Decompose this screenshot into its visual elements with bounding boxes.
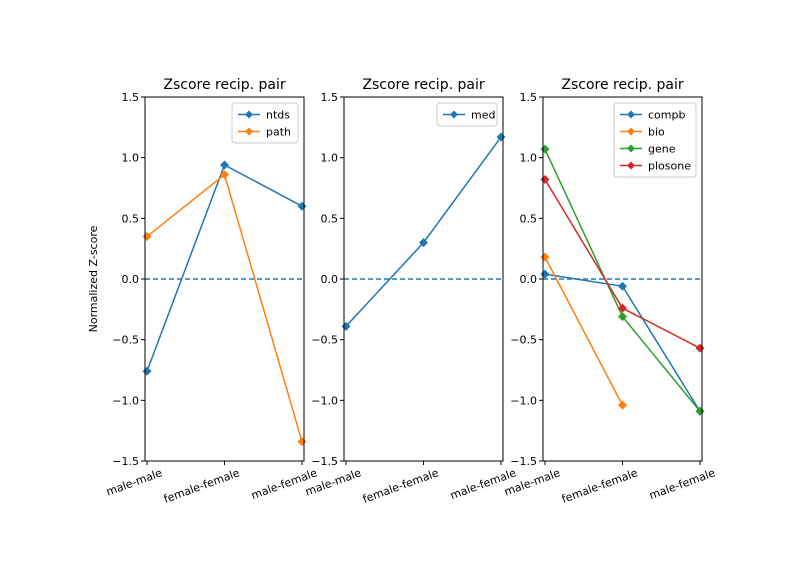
legend-marker-ntds bbox=[245, 110, 253, 119]
y-tick-label: 1.0 bbox=[122, 152, 140, 165]
data-point-med bbox=[419, 238, 428, 248]
y-tick-label: −1.0 bbox=[112, 394, 139, 407]
y-tick-label: 1.5 bbox=[321, 91, 339, 104]
legend: med bbox=[436, 102, 498, 127]
legend-marker-med bbox=[450, 110, 458, 119]
axes-frame bbox=[144, 96, 305, 462]
series-line-compb bbox=[544, 273, 701, 412]
y-tick-label: 1.0 bbox=[520, 152, 538, 165]
axes-frame bbox=[343, 96, 504, 462]
series-path bbox=[142, 170, 307, 447]
y-tick-label: 1.5 bbox=[520, 91, 538, 104]
y-tick-label: −0.5 bbox=[510, 334, 537, 347]
data-point-plosone bbox=[695, 343, 705, 353]
subplot-title: Zscore recip. pair bbox=[163, 77, 285, 93]
x-tick-label: male-male bbox=[104, 466, 164, 498]
axes-frame bbox=[542, 96, 703, 462]
data-point-ntds bbox=[220, 160, 229, 170]
y-tick-label: 0.0 bbox=[520, 273, 538, 286]
y-tick-label: −1.5 bbox=[112, 455, 139, 468]
data-point-bio bbox=[618, 400, 627, 410]
data-point-ntds bbox=[297, 201, 307, 211]
subplot-3: Zscore recip. pair −1.5 −1.0 −0.5 0.0 0.5 1.0 1… bbox=[502, 77, 717, 506]
y-tick-label: −1.0 bbox=[510, 394, 537, 407]
y-tick-label: −1.5 bbox=[311, 455, 338, 468]
x-tick-label: female-female bbox=[162, 466, 242, 506]
y-tick-label: −0.5 bbox=[112, 334, 139, 347]
series-line-med bbox=[345, 136, 502, 327]
series-plosone bbox=[540, 175, 705, 353]
legend-marker-compb bbox=[627, 110, 635, 119]
legend-box bbox=[613, 102, 697, 178]
series-med bbox=[341, 132, 506, 331]
y-tick-label: 0.5 bbox=[122, 212, 140, 225]
legend-label-path: path bbox=[266, 126, 291, 139]
data-point-bio bbox=[540, 252, 550, 262]
legend-marker-bio bbox=[627, 127, 635, 136]
data-point-ntds bbox=[142, 366, 152, 376]
series-compb bbox=[540, 269, 705, 416]
y-tick-label: 0.0 bbox=[122, 273, 140, 286]
y-tick-label: 1.0 bbox=[321, 152, 339, 165]
y-tick-label: −1.0 bbox=[311, 394, 338, 407]
data-point-path bbox=[220, 170, 229, 180]
series-line-ntds bbox=[146, 163, 303, 372]
legend-marker-plosone bbox=[627, 161, 635, 170]
subplot-2: Zscore recip. pair −1.5 −1.0 −0.5 0.0 0.5 1.0 1… bbox=[303, 77, 518, 506]
legend-label-gene: gene bbox=[648, 143, 676, 156]
data-point-gene bbox=[618, 312, 627, 322]
legend-label-bio: bio bbox=[648, 126, 665, 139]
data-point-plosone bbox=[540, 175, 550, 185]
data-point-compb bbox=[540, 269, 550, 279]
y-tick-label: 1.5 bbox=[122, 91, 140, 104]
legend-label-ntds: ntds bbox=[266, 109, 290, 122]
data-point-path bbox=[297, 437, 307, 447]
subplot-1: Zscore recip. pair −1.5 −1.0 −0.5 0.0 0.5 1.0 1… bbox=[104, 77, 319, 506]
legend-marker-path bbox=[245, 127, 253, 136]
subplot-title: Zscore recip. pair bbox=[561, 77, 683, 93]
legend: compb bio gene plosone bbox=[613, 102, 697, 178]
x-tick-label: female-female bbox=[560, 466, 640, 506]
x-tick-label: male-female bbox=[647, 466, 717, 502]
y-tick-label: −1.5 bbox=[510, 455, 537, 468]
panels: Zscore recip. pair −1.5 −1.0 −0.5 0.0 0.5 1.0 1… bbox=[104, 77, 717, 506]
legend-label-plosone: plosone bbox=[648, 160, 691, 173]
y-tick-label: −0.5 bbox=[311, 334, 338, 347]
series-line-plosone bbox=[544, 179, 701, 349]
legend-label-med: med bbox=[471, 109, 495, 122]
series-line-bio bbox=[544, 256, 624, 406]
series-ntds bbox=[142, 160, 307, 376]
data-point-gene bbox=[540, 144, 550, 154]
subplot-title: Zscore recip. pair bbox=[362, 77, 484, 93]
y-axis-label: Normalized Z-score bbox=[87, 225, 100, 332]
y-tick-label: 0.5 bbox=[520, 212, 538, 225]
data-point-plosone bbox=[618, 303, 627, 313]
legend-box bbox=[436, 102, 498, 127]
series-line-gene bbox=[544, 148, 701, 412]
legend-label-compb: compb bbox=[648, 109, 685, 122]
data-point-compb bbox=[618, 281, 627, 291]
y-tick-label: 0.5 bbox=[321, 212, 339, 225]
legend-marker-gene bbox=[627, 144, 635, 153]
y-tick-label: 0.0 bbox=[321, 273, 339, 286]
x-tick-label: female-female bbox=[361, 466, 441, 506]
legend: ntds path bbox=[231, 102, 299, 144]
series-gene bbox=[540, 144, 705, 416]
